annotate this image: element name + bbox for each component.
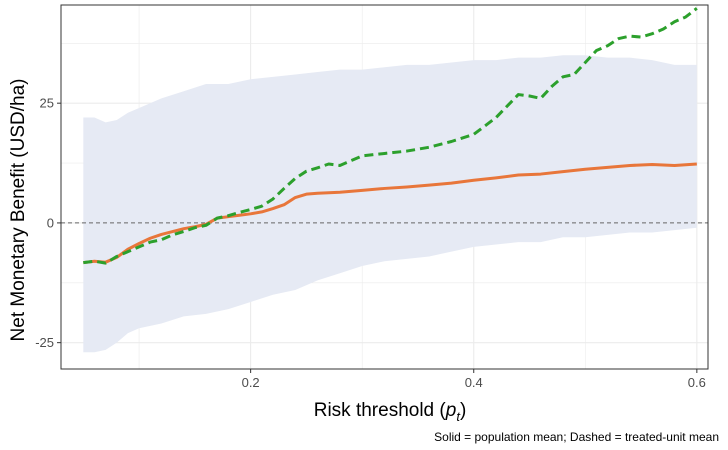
x-axis-title-close: ) [460, 400, 466, 421]
x-axis-title: Risk threshold (pt) [314, 400, 467, 424]
x-axis-ticks: 0.2 0.4 0.6 [242, 369, 706, 390]
x-axis-title-text: Risk threshold ( [314, 400, 447, 421]
x-axis-title-var: p [445, 400, 457, 421]
x-axis-title-sub: t [456, 409, 461, 424]
plot-border [60, 4, 709, 370]
x-tick-label: 0.2 [242, 375, 260, 390]
series-lines [83, 7, 698, 265]
y-axis-title: Net Monetary Benefit (USD/ha) [8, 79, 29, 342]
x-tick-label: 0.4 [465, 375, 483, 390]
y-axis-ticks: -25 0 25 [35, 96, 61, 350]
solid-series-line [83, 162, 697, 265]
y-tick-label: -25 [35, 335, 54, 350]
y-tick-label: 25 [40, 96, 54, 111]
x-tick-label: 0.6 [688, 375, 706, 390]
uncertainty-band [83, 55, 697, 353]
y-tick-label: 0 [47, 215, 54, 230]
chart-caption: Solid = population mean; Dashed = treate… [434, 430, 719, 444]
dashed-series-line [83, 7, 698, 265]
